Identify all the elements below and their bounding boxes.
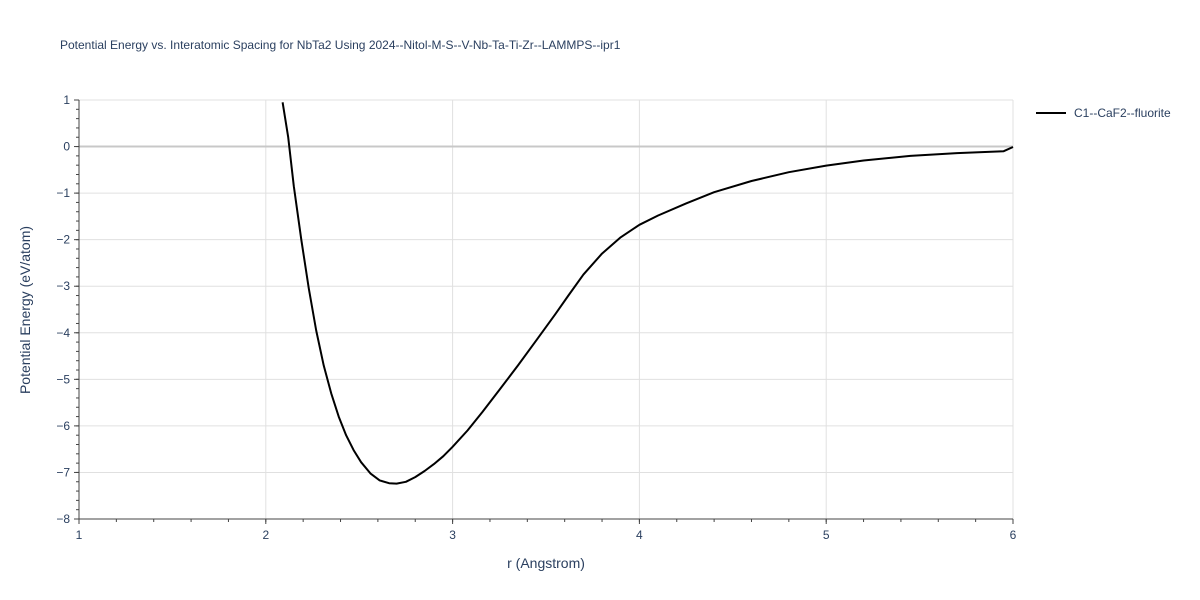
x-axis-title: r (Angstrom) bbox=[507, 555, 585, 571]
y-tick-label: 1 bbox=[63, 93, 70, 107]
legend-swatch-icon bbox=[1036, 112, 1066, 114]
y-tick-label: −5 bbox=[56, 372, 70, 386]
y-tick-label: −6 bbox=[56, 419, 70, 433]
x-tick-label: 5 bbox=[823, 528, 830, 542]
x-tick-label: 4 bbox=[636, 528, 643, 542]
legend-label: C1--CaF2--fluorite bbox=[1074, 106, 1171, 120]
y-tick-label: −7 bbox=[56, 465, 70, 479]
y-tick-label: −2 bbox=[56, 233, 70, 247]
y-tick-label: −3 bbox=[56, 279, 70, 293]
x-tick-label: 2 bbox=[262, 528, 269, 542]
y-axis-title: Potential Energy (eV/atom) bbox=[17, 225, 33, 395]
legend[interactable]: C1--CaF2--fluorite bbox=[1036, 106, 1171, 120]
grid-layer bbox=[79, 99, 1014, 519]
y-tick-label: −4 bbox=[56, 326, 70, 340]
x-tick-label: 1 bbox=[76, 528, 83, 542]
series-line bbox=[281, 102, 1014, 485]
y-tick-label: −8 bbox=[56, 512, 70, 526]
y-tick-label: 0 bbox=[63, 140, 70, 154]
x-tick-label: 3 bbox=[449, 528, 456, 542]
axis-layer: 1 2 3 4 5 6 1 0 −1 −2 −3 −4 −5 −6 −7 −8 bbox=[56, 93, 1016, 542]
y-tick-label: −1 bbox=[56, 186, 70, 200]
chart-title: Potential Energy vs. Interatomic Spacing… bbox=[60, 38, 621, 52]
x-tick-label: 6 bbox=[1010, 528, 1017, 542]
series-layer bbox=[281, 102, 1014, 485]
